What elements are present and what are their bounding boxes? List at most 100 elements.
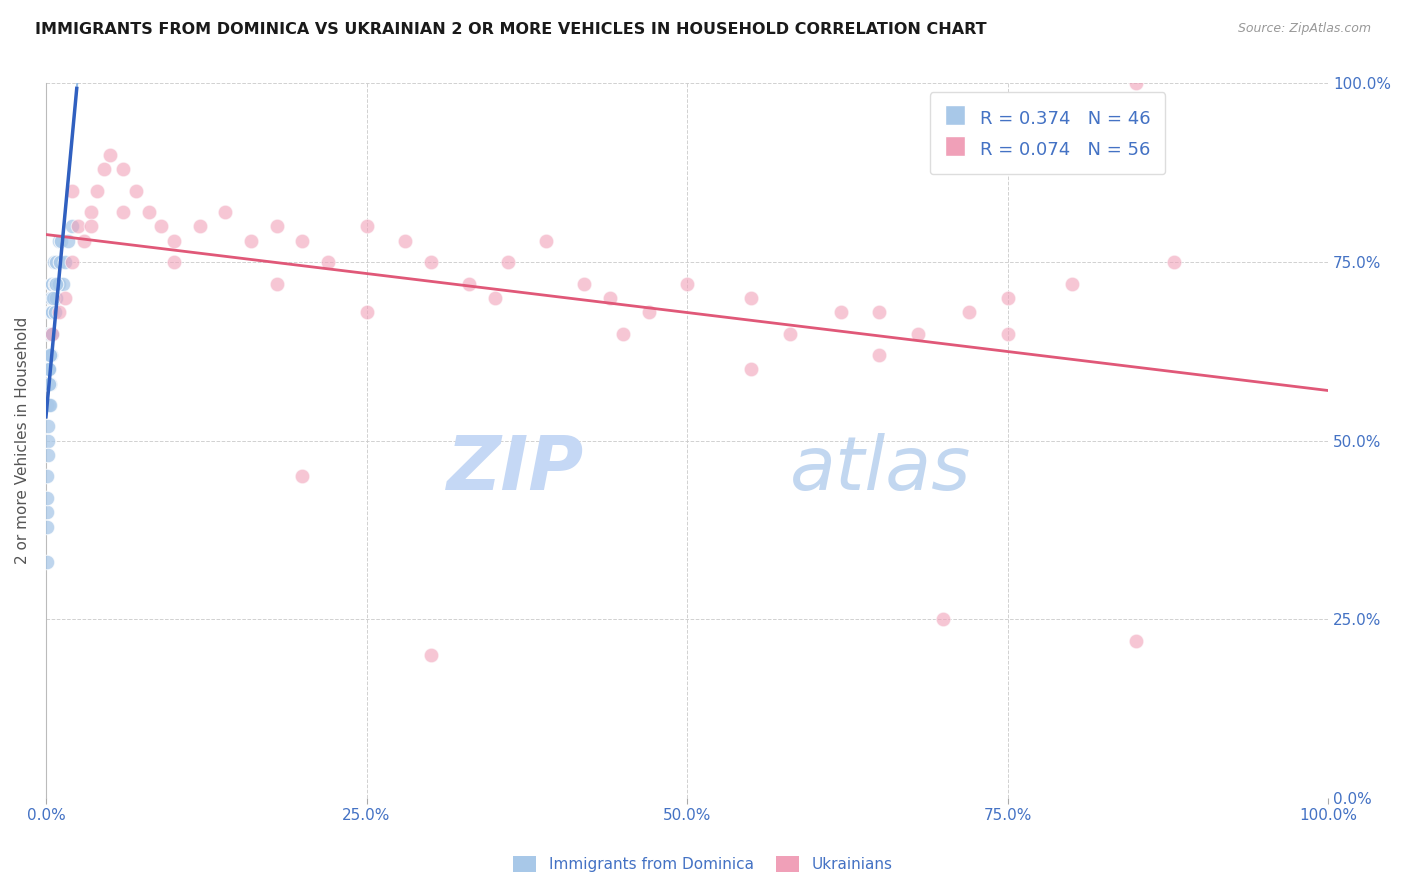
Text: Source: ZipAtlas.com: Source: ZipAtlas.com [1237, 22, 1371, 36]
Point [38, 362, 60, 376]
Point [125, 184, 148, 198]
Text: IMMIGRANTS FROM DOMINICA VS UKRAINIAN 2 OR MORE VEHICLES IN HOUSEHOLD CORRELATIO: IMMIGRANTS FROM DOMINICA VS UKRAINIAN 2 … [35, 22, 987, 37]
Point [38, 348, 60, 362]
Point [48, 277, 70, 291]
Point [1125, 77, 1147, 91]
Point [612, 326, 634, 341]
Point [60, 184, 83, 198]
Point [39, 291, 62, 305]
Point [1163, 255, 1185, 269]
Point [39, 326, 62, 341]
Point [49, 255, 72, 269]
Point [35, 555, 58, 569]
Legend: R = 0.374   N = 46, R = 0.074   N = 56: R = 0.374 N = 46, R = 0.074 N = 56 [929, 93, 1166, 175]
Point [39, 305, 62, 319]
Point [42, 291, 65, 305]
Point [51, 234, 73, 248]
Point [868, 348, 890, 362]
Point [266, 219, 288, 234]
Point [56, 234, 79, 248]
Point [496, 255, 519, 269]
Point [38, 326, 60, 341]
Point [60, 219, 83, 234]
Point [39, 398, 62, 412]
Point [163, 255, 186, 269]
Point [46, 277, 69, 291]
Point [73, 234, 96, 248]
Point [44, 277, 66, 291]
Point [38, 362, 60, 376]
Point [997, 291, 1019, 305]
Point [779, 326, 801, 341]
Point [45, 255, 67, 269]
Point [44, 305, 66, 319]
Point [868, 305, 890, 319]
Point [419, 648, 441, 662]
Point [37, 434, 59, 448]
Point [356, 219, 378, 234]
Point [266, 277, 288, 291]
Legend: Immigrants from Dominica, Ukrainians: Immigrants from Dominica, Ukrainians [506, 848, 900, 880]
Point [37, 419, 59, 434]
Point [37, 505, 59, 519]
Point [574, 277, 596, 291]
Point [38, 305, 60, 319]
Point [37, 469, 59, 483]
Point [1125, 633, 1147, 648]
Point [150, 219, 173, 234]
Point [291, 234, 314, 248]
Point [356, 305, 378, 319]
Point [394, 234, 416, 248]
Point [41, 305, 63, 319]
Point [37, 448, 59, 462]
Point [41, 277, 63, 291]
Point [676, 277, 699, 291]
Text: atlas: atlas [790, 434, 972, 506]
Point [419, 255, 441, 269]
Point [38, 376, 60, 391]
Point [291, 469, 314, 483]
Point [458, 277, 481, 291]
Text: ZIP: ZIP [447, 433, 585, 506]
Point [45, 291, 67, 305]
Point [534, 234, 557, 248]
Point [53, 291, 76, 305]
Y-axis label: 2 or more Vehicles in Household: 2 or more Vehicles in Household [15, 318, 30, 565]
Point [163, 234, 186, 248]
Point [42, 291, 65, 305]
Point [637, 305, 659, 319]
Point [957, 305, 980, 319]
Point [38, 376, 60, 391]
Point [66, 219, 89, 234]
Point [80, 219, 103, 234]
Point [53, 255, 76, 269]
Point [740, 362, 762, 376]
Point [86, 184, 108, 198]
Point [48, 305, 70, 319]
Point [997, 326, 1019, 341]
Point [599, 291, 621, 305]
Point [214, 205, 236, 219]
Point [98, 148, 121, 162]
Point [111, 162, 134, 177]
Point [35, 519, 58, 533]
Point [740, 291, 762, 305]
Point [932, 612, 955, 626]
Point [37, 398, 59, 412]
Point [111, 205, 134, 219]
Point [316, 255, 339, 269]
Point [80, 205, 103, 219]
Point [93, 162, 115, 177]
Point [830, 305, 852, 319]
Point [38, 348, 60, 362]
Point [41, 326, 63, 341]
Point [60, 255, 83, 269]
Point [138, 205, 160, 219]
Point [37, 362, 59, 376]
Point [39, 348, 62, 362]
Point [41, 277, 63, 291]
Point [484, 291, 506, 305]
Point [42, 255, 65, 269]
Point [188, 219, 211, 234]
Point [52, 277, 75, 291]
